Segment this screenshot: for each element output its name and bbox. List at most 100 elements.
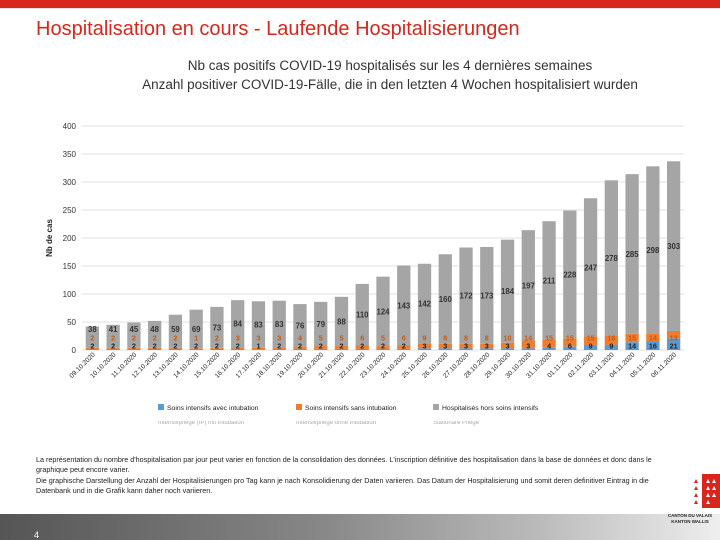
note-french: La représentation du nombre d'hospitalis…	[36, 455, 652, 474]
legend-label: Soins intensifs avec intubation	[167, 405, 259, 412]
legend-label: Soins intensifs sans intubation	[305, 405, 397, 412]
data-label: 1	[194, 334, 198, 343]
bar-segment	[625, 174, 639, 334]
bar-segment	[480, 343, 494, 349]
y-tick-label: 150	[63, 262, 77, 271]
data-label: 2	[173, 342, 177, 351]
bar-segment	[604, 336, 618, 345]
data-label: 2	[194, 342, 198, 351]
data-label: 172	[460, 292, 474, 301]
data-label: 8	[464, 334, 468, 343]
data-label: 247	[584, 263, 597, 272]
bar-segment	[168, 348, 183, 350]
bar-segment	[106, 324, 120, 348]
data-label: 2	[381, 342, 385, 351]
data-label: 2	[90, 342, 94, 351]
bar-segment	[189, 348, 203, 349]
bar-segment	[397, 265, 411, 346]
bar-segment	[625, 333, 639, 343]
bar-segment	[542, 347, 556, 350]
bar-segment	[355, 348, 369, 350]
bar-segment	[334, 296, 349, 347]
data-label: 9	[423, 334, 427, 343]
data-label: 2	[153, 334, 157, 343]
bar-segment	[646, 166, 660, 334]
bar-segment	[417, 348, 432, 350]
data-label: 14	[649, 334, 657, 343]
data-label: 2	[111, 334, 115, 343]
data-label: 2	[215, 334, 219, 343]
bar-segment	[251, 301, 266, 348]
bar-segment	[438, 348, 452, 350]
bar-segment	[210, 306, 224, 348]
y-tick-label: 0	[72, 346, 77, 355]
bar-segment	[127, 347, 141, 349]
y-axis-label: Nb de cas	[45, 219, 54, 257]
bar-segment	[314, 348, 328, 350]
bar-segment	[210, 347, 224, 349]
bar-segment	[376, 346, 390, 349]
data-label: 3	[236, 334, 240, 343]
bar-segment	[500, 348, 515, 350]
data-label: 15	[545, 334, 553, 343]
bar-segment	[563, 210, 577, 339]
data-label: 211	[543, 276, 556, 285]
bar-segment	[127, 322, 141, 348]
top-divider	[0, 8, 720, 9]
bar-segment	[334, 346, 349, 349]
data-label: 5	[381, 334, 385, 343]
data-label: 2	[402, 342, 406, 351]
data-label: 2	[173, 334, 177, 343]
bar-segment	[189, 309, 203, 349]
canton-name: CANTON DU VALAIS KANTON WALLIS	[664, 513, 716, 525]
data-label: 124	[376, 307, 390, 316]
data-label: 3	[423, 342, 427, 351]
data-label: 142	[418, 300, 432, 309]
data-label: 69	[192, 325, 201, 334]
data-label: 173	[480, 291, 494, 300]
data-label: 3	[464, 342, 468, 351]
bar-segment	[397, 345, 411, 349]
bar-segment	[583, 198, 598, 337]
y-tick-label: 100	[63, 290, 77, 299]
bar-segment	[666, 161, 681, 331]
data-label: 4	[298, 334, 302, 343]
bar-segment	[231, 300, 245, 348]
note-german: Die graphische Darstellung der Anzahl de…	[36, 476, 649, 495]
canton-name-fr: CANTON DU VALAIS	[667, 513, 713, 518]
bar-segment	[127, 348, 141, 350]
data-label: 79	[316, 320, 325, 329]
bar-segment	[480, 348, 494, 350]
data-label: 6	[568, 342, 572, 351]
data-label: 73	[213, 323, 222, 332]
data-label: 41	[109, 325, 118, 334]
data-label: 48	[150, 325, 159, 334]
data-label: 15	[628, 334, 636, 343]
bar-segment	[85, 348, 100, 350]
bar-segment	[625, 342, 639, 350]
canton-name-de: KANTON WALLIS	[671, 519, 709, 524]
data-label: 83	[275, 320, 284, 329]
data-label: 9	[609, 342, 613, 351]
data-label: 2	[153, 342, 157, 351]
data-label: 15	[587, 334, 595, 343]
bar-segment	[106, 347, 120, 349]
hidden-legend-label: Intensivpflege ohne Intubation	[296, 420, 376, 426]
bar-segment	[251, 347, 266, 350]
bar-segment	[438, 343, 452, 349]
data-label: 10	[504, 334, 512, 343]
top-accent-bar	[0, 0, 720, 8]
data-label: 143	[397, 301, 411, 310]
bar-segment	[666, 338, 681, 350]
canton-valais-logo	[694, 474, 720, 508]
data-label: 76	[296, 321, 305, 330]
bar-segment	[397, 348, 411, 350]
bar-segment	[293, 304, 307, 347]
data-label: 110	[356, 311, 369, 320]
bar-segment	[459, 247, 473, 344]
data-label: 2	[111, 342, 115, 351]
data-label: 21	[670, 342, 678, 351]
hidden-legend-label: Intensivpflege (IP) mit Intubation	[158, 420, 244, 426]
data-label: 2	[298, 342, 302, 351]
data-label: 14	[628, 342, 636, 351]
